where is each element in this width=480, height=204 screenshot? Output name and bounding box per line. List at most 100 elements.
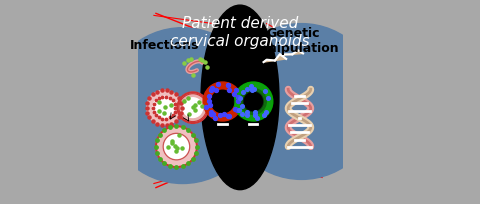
Point [169,114,177,117]
Point [155,101,163,104]
Point [161,162,168,165]
Point [187,58,195,61]
Point [184,59,192,62]
Point [152,145,160,149]
Point [167,104,175,107]
Point [205,100,213,103]
Point [239,105,246,108]
Point [189,106,197,109]
Point [158,95,166,99]
Point [171,110,179,114]
Circle shape [234,83,273,121]
Circle shape [105,29,261,184]
Point [205,95,213,98]
Text: Genetic
Manipulation: Genetic Manipulation [248,27,339,55]
Point [163,89,170,93]
Point [178,147,186,150]
Point [155,97,162,100]
Point [161,105,168,109]
Point [262,111,270,114]
Point [207,113,215,116]
Point [216,114,224,118]
Point [166,165,174,168]
Point [224,115,232,118]
Point [251,114,259,118]
Point [180,62,188,65]
Polygon shape [275,55,286,61]
Point [195,101,203,104]
Point [239,112,246,116]
Circle shape [163,134,190,160]
Point [172,150,180,153]
Point [180,100,188,103]
Point [173,125,180,128]
Point [192,139,200,142]
Point [225,89,233,92]
Circle shape [243,92,263,112]
Point [247,85,255,88]
Point [260,114,268,117]
Point [156,110,163,113]
Point [171,145,179,148]
Point [168,122,175,125]
Point [150,110,157,114]
Point [264,97,272,100]
Point [166,126,174,129]
Point [145,116,153,119]
Point [172,93,180,97]
Point [169,99,177,103]
Point [248,88,256,91]
Circle shape [240,89,266,115]
Point [164,146,171,149]
Point [155,116,162,120]
Point [209,113,217,116]
Text: Patient derived
cervical organoids: Patient derived cervical organoids [170,16,310,49]
Point [224,84,232,88]
Point [160,111,168,115]
Point [168,140,176,143]
Point [163,124,170,127]
Point [173,166,180,169]
Ellipse shape [201,6,279,190]
Point [158,124,166,127]
Point [175,97,183,100]
Point [161,129,168,132]
Point [175,116,183,119]
Point [144,111,151,115]
Point [224,84,232,87]
Point [149,93,156,97]
Point [231,108,239,111]
Point [150,103,157,106]
Point [149,120,156,123]
Point [158,118,166,121]
Point [177,102,185,105]
Point [213,89,220,92]
Point [152,114,159,117]
Polygon shape [264,60,275,63]
Point [168,142,176,145]
Circle shape [211,91,234,113]
Point [236,97,243,100]
Polygon shape [281,55,292,56]
Point [156,133,164,136]
Point [143,106,151,110]
Point [212,117,219,120]
Point [251,88,258,91]
Circle shape [147,91,181,125]
Point [235,109,243,112]
Point [189,157,197,161]
Point [193,145,201,149]
Point [158,89,166,93]
Circle shape [178,93,208,123]
Text: Infections: Infections [130,38,199,51]
Point [156,157,164,161]
Point [171,103,179,106]
Point [145,97,153,100]
Point [144,102,151,105]
Point [175,134,183,137]
Point [185,162,192,165]
Point [209,87,216,90]
Point [253,116,261,120]
Point [248,89,256,92]
Point [207,89,215,92]
